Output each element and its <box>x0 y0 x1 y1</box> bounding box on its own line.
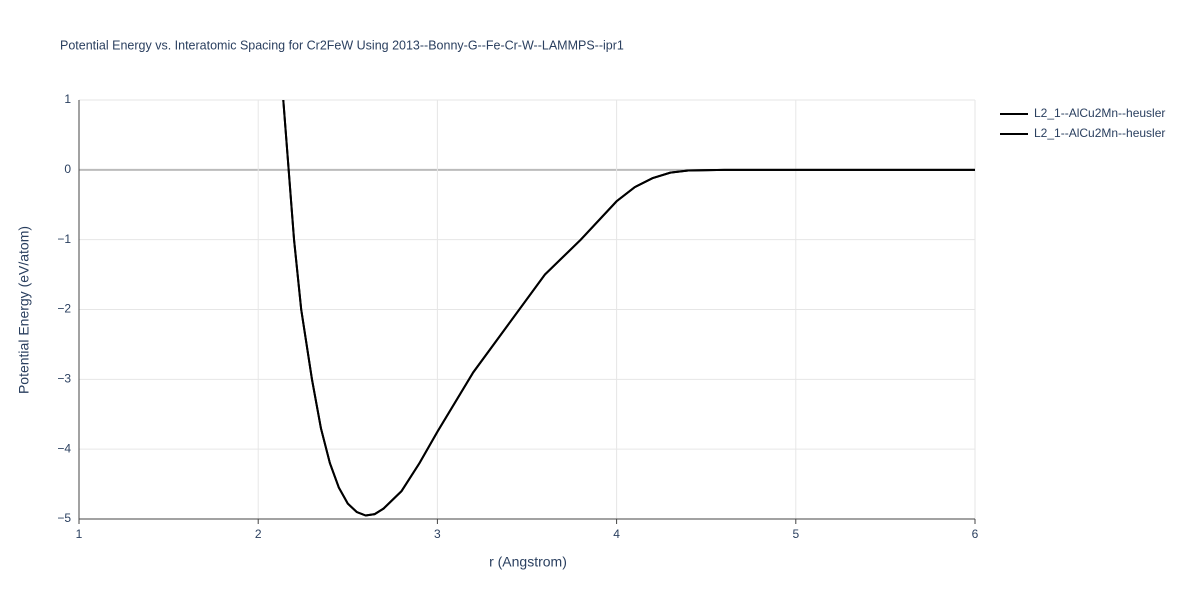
x-axis-title: r (Angstrom) <box>489 554 567 570</box>
x-tick-label: 2 <box>255 527 262 541</box>
y-tick-label: −4 <box>57 441 71 455</box>
y-tick-label: −3 <box>57 372 71 386</box>
legend-label: L2_1--AlCu2Mn--heusler <box>1034 106 1165 120</box>
y-axis-title: Potential Energy (eV/atom) <box>16 226 32 394</box>
x-tick-label: 3 <box>434 527 441 541</box>
x-tick-label: 1 <box>76 527 83 541</box>
x-tick-label: 5 <box>792 527 799 541</box>
y-tick-label: −2 <box>57 302 71 316</box>
line-series <box>282 100 975 517</box>
x-tick-label: 4 <box>613 527 620 541</box>
legend-label: L2_1--AlCu2Mn--heusler <box>1034 126 1165 140</box>
y-tick-label: 0 <box>64 162 71 176</box>
y-tick-label: 1 <box>64 92 71 106</box>
x-tick-label: 6 <box>972 527 979 541</box>
chart-title: Potential Energy vs. Interatomic Spacing… <box>60 38 624 52</box>
y-tick-label: −1 <box>57 232 71 246</box>
line-series <box>282 100 975 517</box>
y-tick-label: −5 <box>57 511 71 525</box>
